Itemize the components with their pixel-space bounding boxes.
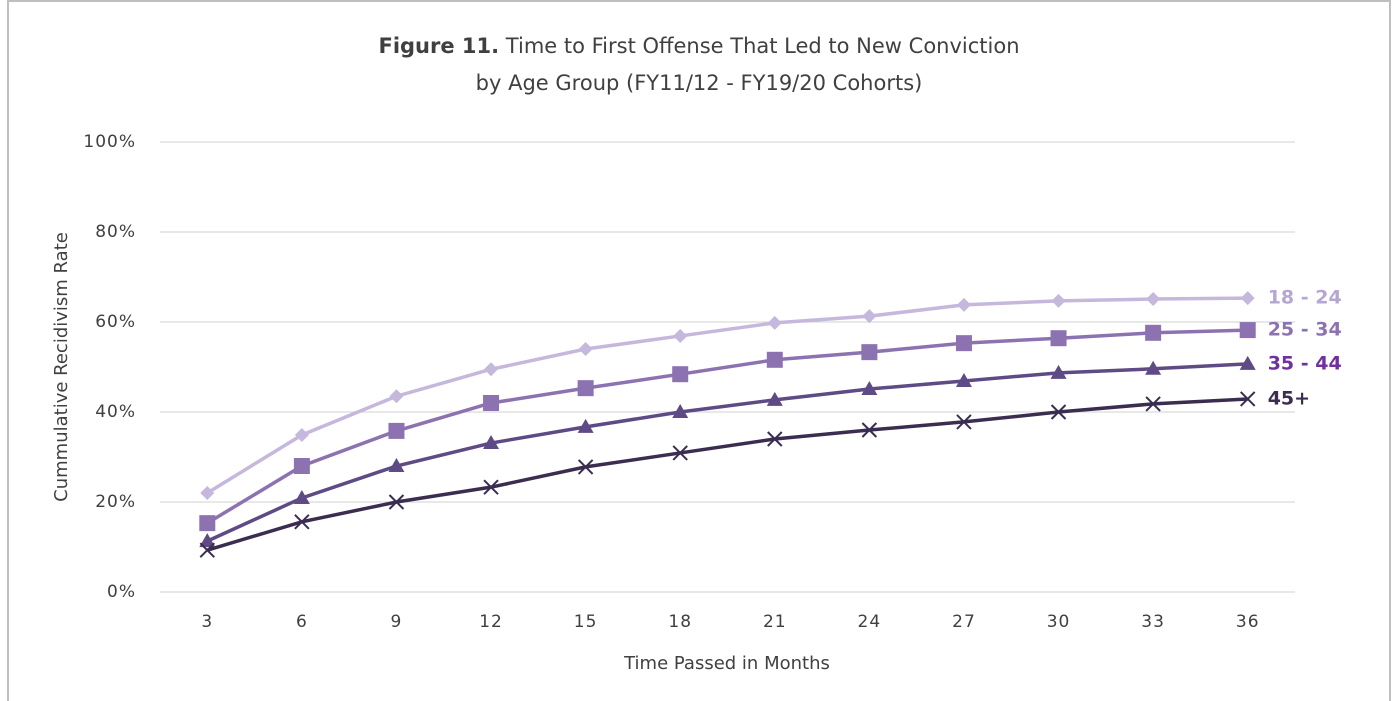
marker — [672, 366, 689, 383]
chart-subtitle: by Age Group (FY11/12 - FY19/20 Cohorts) — [476, 71, 923, 95]
marker — [1239, 355, 1256, 370]
series-label: 35 - 44 — [1268, 352, 1342, 374]
title-text: Time to First Offense That Led to New Co… — [505, 34, 1020, 58]
marker — [861, 344, 878, 361]
x-tick-label: 6 — [296, 612, 308, 632]
marker — [294, 427, 309, 442]
marker — [1239, 322, 1256, 339]
x-tick-label: 15 — [574, 612, 598, 632]
marker — [861, 422, 878, 438]
marker — [294, 514, 310, 530]
marker — [1145, 396, 1161, 412]
marker — [484, 362, 499, 377]
series-line — [206, 362, 1248, 543]
marker — [293, 458, 310, 474]
marker — [1145, 324, 1162, 341]
marker — [672, 404, 689, 418]
marker — [200, 486, 215, 500]
marker — [673, 328, 688, 343]
y-tick-label: 0% — [107, 582, 136, 602]
marker — [861, 381, 878, 396]
series-line — [206, 296, 1248, 495]
marker — [483, 395, 500, 411]
x-tick-label: 12 — [479, 612, 503, 632]
marker — [578, 342, 593, 356]
marker — [388, 458, 405, 472]
marker — [862, 309, 877, 324]
series-label: 18 - 24 — [1268, 287, 1342, 309]
x-axis-title: Time Passed in Months — [623, 653, 830, 674]
x-tick-label: 33 — [1141, 612, 1165, 632]
marker — [388, 422, 405, 439]
marker — [577, 459, 594, 475]
marker — [483, 435, 500, 450]
marker — [956, 414, 972, 430]
x-tick-label: 9 — [391, 612, 403, 632]
y-tick-label: 60% — [95, 312, 136, 332]
y-tick-label: 80% — [95, 222, 136, 242]
marker — [199, 542, 215, 558]
marker — [1146, 292, 1161, 307]
y-axis-title: Cummulative Recidivism Rate — [51, 232, 72, 502]
marker — [1240, 291, 1255, 306]
marker — [389, 389, 404, 404]
x-tick-label: 30 — [1047, 612, 1071, 632]
x-tick-label: 36 — [1236, 612, 1260, 632]
marker — [766, 391, 783, 406]
marker — [955, 372, 972, 387]
y-tick-label: 40% — [95, 402, 136, 422]
y-tick-label: 20% — [95, 492, 136, 512]
marker — [388, 494, 405, 510]
marker — [1050, 330, 1067, 347]
marker — [293, 489, 310, 504]
series-line — [206, 397, 1248, 552]
series-label: 45+ — [1268, 387, 1310, 409]
y-tick-label: 100% — [83, 132, 136, 152]
marker — [577, 380, 594, 397]
series-label: 25 - 34 — [1268, 319, 1342, 341]
marker — [577, 418, 594, 433]
marker — [1050, 404, 1067, 420]
marker — [955, 335, 972, 352]
marker — [199, 515, 216, 532]
marker — [1051, 293, 1066, 308]
chart-title: Figure 11. Time to First Offense That Le… — [378, 34, 1019, 58]
title-label: Figure 11. — [378, 34, 499, 58]
marker — [956, 297, 971, 312]
marker — [766, 351, 783, 368]
series-line — [206, 328, 1248, 525]
x-tick-label: 3 — [201, 612, 213, 632]
marker — [672, 445, 688, 461]
marker — [1240, 391, 1256, 407]
x-tick-label: 27 — [952, 612, 976, 632]
x-tick-label: 21 — [763, 612, 787, 632]
marker — [483, 479, 499, 495]
marker — [1050, 364, 1067, 379]
marker — [767, 315, 782, 330]
marker — [1145, 360, 1162, 375]
marker — [767, 431, 783, 447]
chart-frame — [7, 0, 1391, 701]
x-tick-label: 24 — [858, 612, 882, 632]
x-tick-label: 18 — [668, 612, 692, 632]
marker — [199, 533, 216, 548]
